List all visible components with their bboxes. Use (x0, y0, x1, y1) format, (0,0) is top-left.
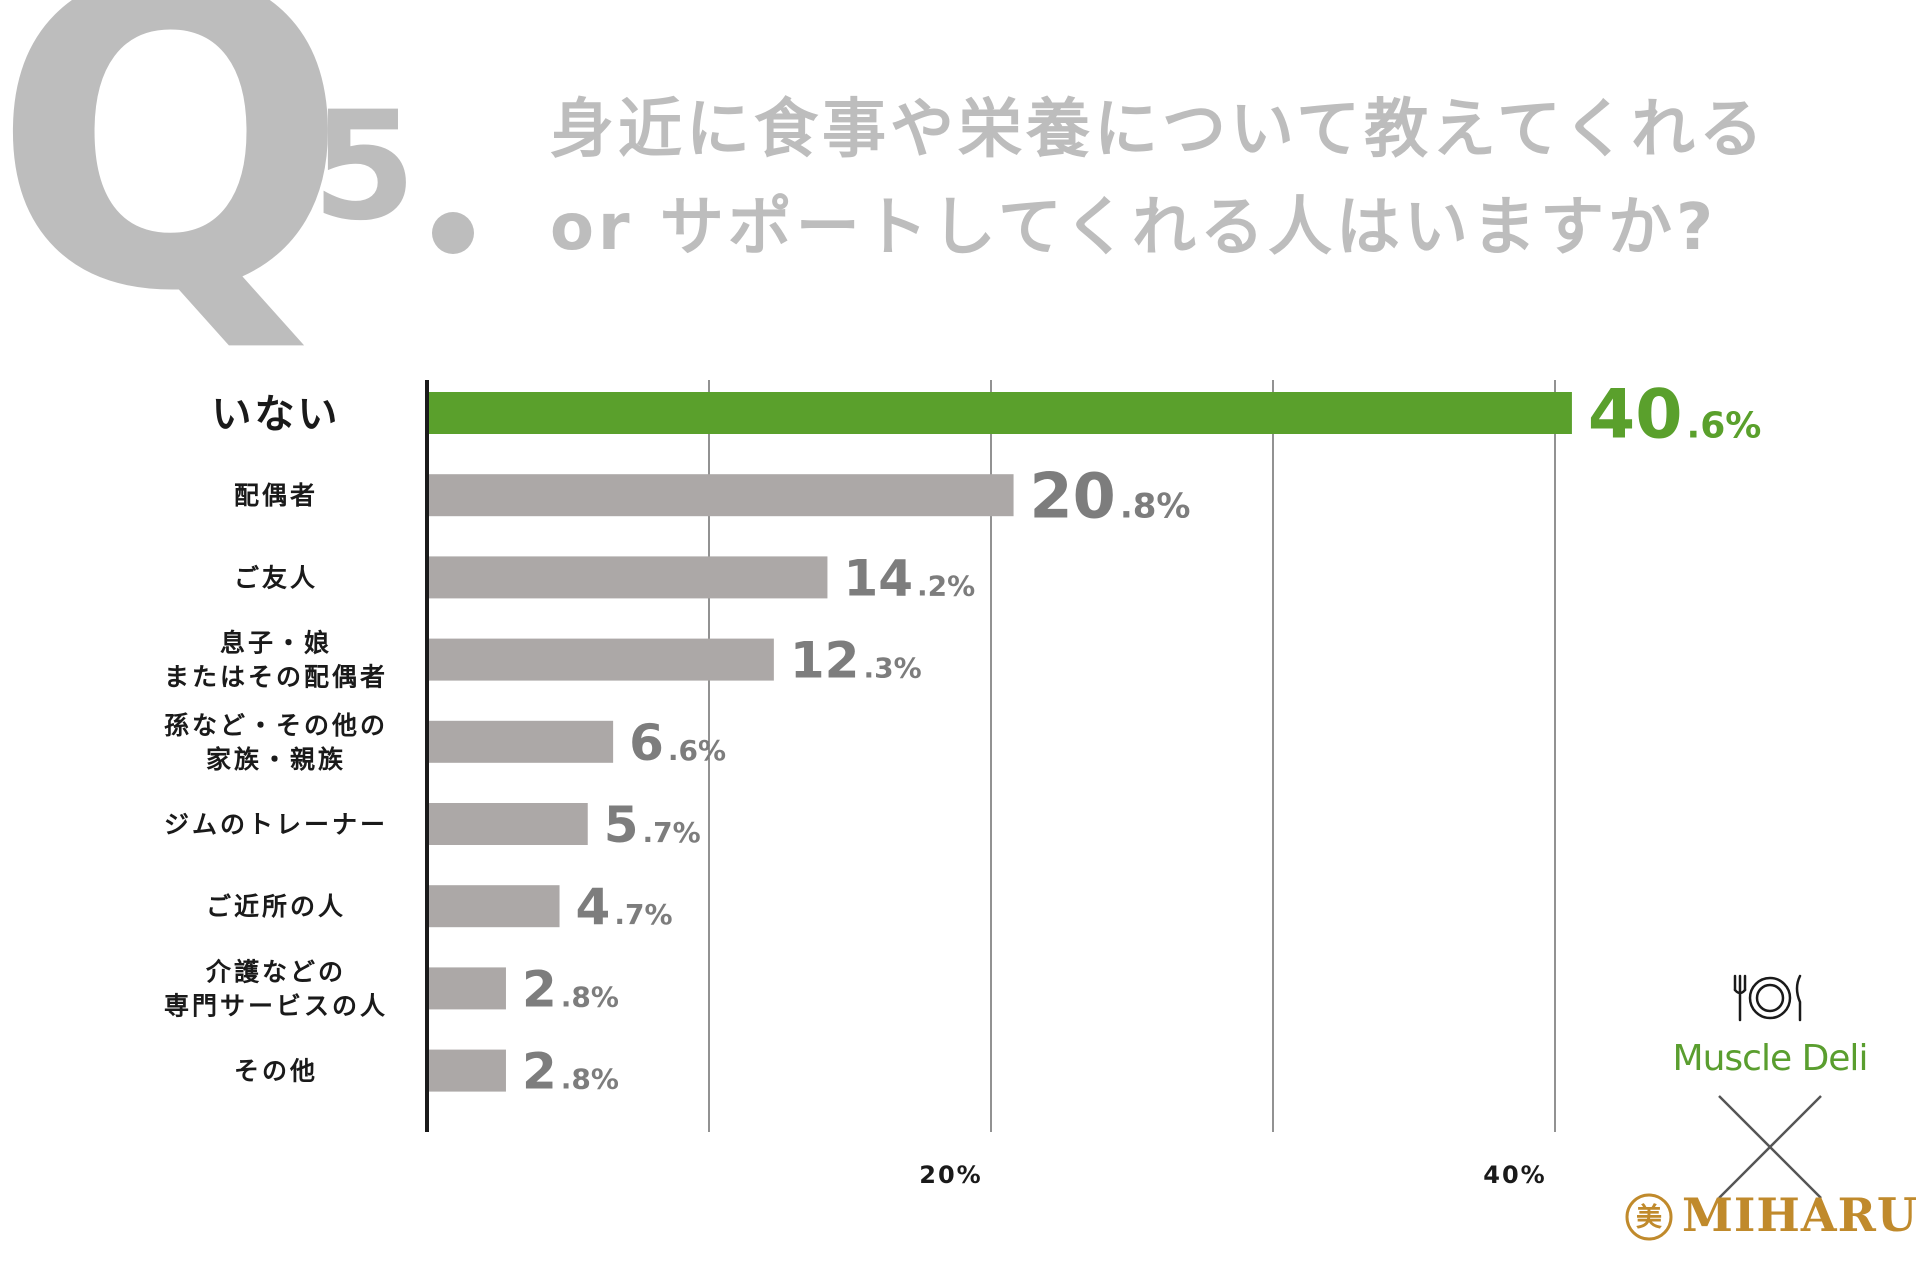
bar-5 (427, 803, 588, 845)
value-label-int-0: 40 (1588, 375, 1683, 454)
value-labels: 40.6%20.8%14.2%12.3%6.6%5.7%4.7%2.8%2.8% (522, 375, 1761, 1100)
miharu-seal-icon: 美 (1625, 1193, 1673, 1241)
value-label-dec-0: .6% (1687, 405, 1762, 446)
bar-2 (427, 556, 828, 599)
value-label-dec-1: .8% (1120, 487, 1191, 527)
value-label-5: 5.7% (604, 796, 701, 854)
value-label-4: 6.6% (629, 714, 726, 772)
value-label-int-4: 6 (629, 714, 664, 772)
value-label-dec-7: .8% (561, 980, 619, 1013)
collaboration-cross-icon (1718, 1095, 1822, 1199)
value-label-dec-6: .7% (614, 898, 672, 931)
x-tick-label-40: 40% (1483, 1161, 1546, 1189)
value-label-dec-4: .6% (668, 734, 726, 767)
value-label-int-8: 2 (522, 1043, 557, 1101)
category-label-3-line-1: またはその配偶者 (164, 663, 388, 692)
category-labels: いない配偶者ご友人息子・娘またはその配偶者孫など・その他の家族・親族ジムのトレー… (164, 391, 388, 1086)
value-label-0: 40.6% (1588, 375, 1761, 454)
category-label-4-line-0: 孫など・その他の (164, 711, 388, 740)
value-label-int-2: 14 (843, 549, 913, 607)
category-label-7-line-1: 専門サービスの人 (164, 991, 388, 1020)
bars (427, 392, 1572, 1092)
value-label-int-6: 4 (576, 878, 611, 936)
bar-3 (427, 638, 774, 681)
category-label-7-line-0: 介護などの (205, 957, 346, 986)
bar-0 (427, 392, 1572, 434)
question-q-letter: Q (0, 0, 350, 384)
plate-with-cutlery-icon (1733, 974, 1802, 1022)
value-label-3: 12.3% (790, 632, 922, 690)
category-label-0: いない (212, 391, 341, 437)
question-number: 5 (312, 80, 416, 254)
value-label-6: 4.7% (576, 878, 673, 936)
question-title-line-1: 身近に食事や栄養について教えてくれる (550, 93, 1767, 167)
question-number-dot (432, 212, 474, 254)
value-label-dec-8: .8% (561, 1063, 619, 1096)
muscle-deli-logo: Muscle Deli (1672, 1038, 1869, 1079)
bar-6 (427, 885, 560, 928)
question-header: Q 5 身近に食事や栄養について教えてくれる or サポートしてくれる人はいます… (0, 0, 1920, 350)
category-label-3-line-0: 息子・娘 (220, 629, 332, 658)
value-label-int-3: 12 (790, 632, 860, 690)
x-tick-labels: 20% 40% (919, 1161, 1546, 1189)
value-label-int-1: 20 (1030, 460, 1116, 533)
value-label-dec-3: .3% (863, 652, 921, 685)
category-label-8: その他 (234, 1057, 318, 1086)
value-label-dec-2: .2% (917, 569, 975, 602)
bar-7 (427, 967, 506, 1010)
category-label-2: ご友人 (234, 563, 318, 592)
value-label-2: 14.2% (843, 549, 975, 607)
category-label-5: ジムのトレーナー (164, 810, 388, 839)
bar-4 (427, 720, 614, 763)
value-label-7: 2.8% (522, 960, 619, 1018)
bar-8 (427, 1049, 506, 1092)
miharu-wordmark: MIHARU (1682, 1188, 1918, 1242)
value-label-dec-5: .7% (643, 816, 701, 849)
category-label-4-line-1: 家族・親族 (206, 745, 346, 774)
value-label-int-5: 5 (604, 796, 639, 854)
miharu-logo: 美 MIHARU (1624, 1188, 1920, 1248)
category-label-1: 配偶者 (234, 481, 318, 510)
x-tick-label-20: 20% (919, 1161, 982, 1189)
question-title-line-2: or サポートしてくれる人はいますか? (550, 191, 1718, 265)
value-label-1: 20.8% (1030, 460, 1191, 533)
value-label-8: 2.8% (522, 1043, 619, 1101)
miharu-seal-char: 美 (1636, 1202, 1662, 1233)
brand-logos: Muscle Deli 美 MIHARU (1620, 960, 1917, 1260)
value-label-int-7: 2 (522, 960, 557, 1018)
category-label-6: ご近所の人 (206, 892, 346, 921)
bar-1 (427, 474, 1014, 517)
